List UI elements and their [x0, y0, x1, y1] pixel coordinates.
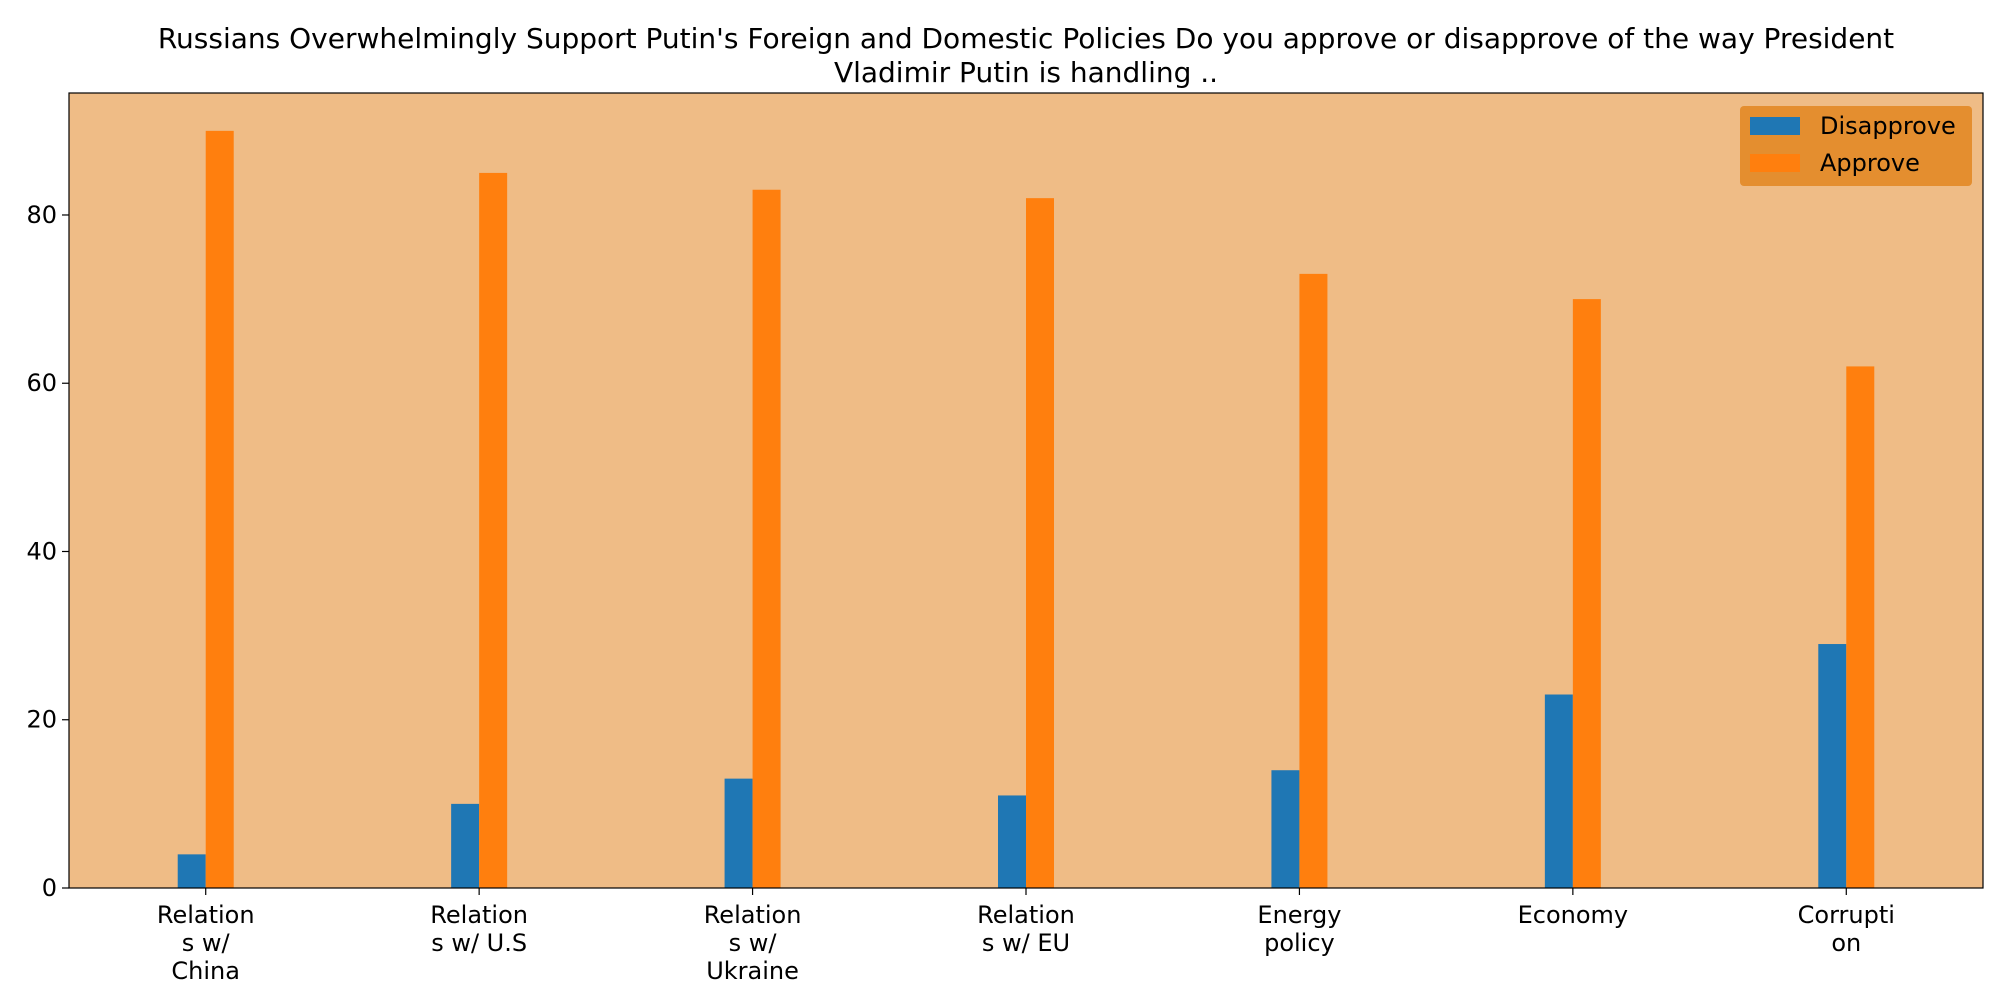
- legend-label-approve: Approve: [1820, 149, 1920, 177]
- legend-swatch-approve: [1750, 154, 1800, 172]
- bar-disapprove-1: [451, 803, 480, 888]
- x-tick-label: s w/: [182, 929, 231, 957]
- x-tick-label: Relation: [430, 901, 528, 929]
- y-tick-label: 0: [42, 874, 57, 902]
- bar-approve-3: [1026, 198, 1054, 888]
- x-tick-label: policy: [1264, 929, 1335, 957]
- bar-disapprove-6: [1818, 644, 1847, 888]
- chart-title-line: Vladimir Putin is handling ..: [834, 56, 1218, 89]
- x-tick-label: s w/ EU: [982, 929, 1070, 957]
- x-tick-label: on: [1831, 929, 1861, 957]
- x-tick-label: Relation: [977, 901, 1075, 929]
- bar-disapprove-4: [1271, 770, 1300, 888]
- bar-approve-6: [1846, 366, 1875, 888]
- bar-approve-0: [205, 130, 234, 888]
- legend-label-disapprove: Disapprove: [1820, 112, 1956, 140]
- bar-disapprove-5: [1544, 694, 1573, 888]
- x-tick-label: China: [171, 957, 240, 985]
- y-tick-label: 60: [26, 369, 57, 397]
- y-tick-label: 40: [26, 537, 57, 565]
- x-tick-label: Relation: [157, 901, 255, 929]
- legend-swatch-disapprove: [1750, 117, 1800, 135]
- bar-approve-1: [479, 172, 508, 888]
- bar-approve-4: [1299, 273, 1328, 888]
- x-tick-label: s w/: [729, 929, 778, 957]
- chart-title-line: Russians Overwhelmingly Support Putin's …: [158, 22, 1894, 55]
- y-tick-label: 20: [26, 706, 57, 734]
- bar-approve-2: [752, 189, 781, 888]
- bar-disapprove-0: [177, 854, 206, 888]
- bar-disapprove-3: [998, 795, 1026, 888]
- bar-disapprove-2: [724, 778, 753, 888]
- x-tick-label: Ukraine: [706, 957, 799, 985]
- bar-approve-5: [1572, 299, 1601, 889]
- x-tick-label: Energy: [1257, 901, 1341, 929]
- x-tick-label: Corrupti: [1798, 901, 1895, 929]
- x-tick-label: s w/ U.S: [431, 929, 527, 957]
- y-tick-label: 80: [26, 201, 57, 229]
- x-tick-label: Economy: [1518, 901, 1629, 929]
- x-tick-label: Relation: [704, 901, 802, 929]
